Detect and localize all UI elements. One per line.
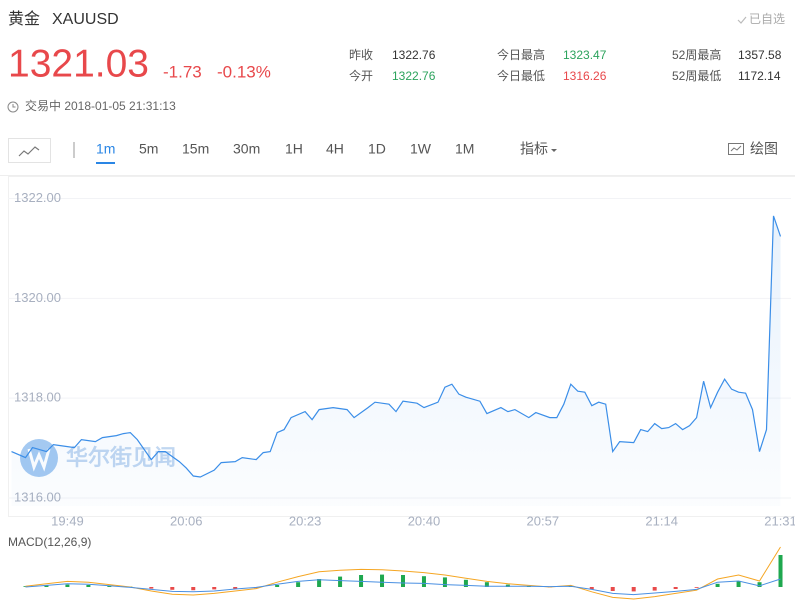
asset-name: 黄金: [8, 10, 40, 28]
check-icon: [737, 16, 747, 24]
macd-title: MACD(12,26,9): [8, 535, 91, 549]
draw-icon-line: [730, 145, 742, 152]
stat-label: 今开: [349, 68, 373, 83]
macd-bar: [65, 584, 70, 587]
y-tick-label: 1318.00: [14, 390, 61, 405]
macd-line: [25, 578, 781, 596]
interval-tab[interactable]: 5m: [139, 141, 158, 157]
stat-label: 52周最高: [672, 47, 721, 62]
macd-bar: [589, 587, 594, 590]
stat-label: 今日最低: [497, 68, 545, 83]
clock-hands: [12, 104, 16, 108]
watch-label[interactable]: 已自选: [749, 12, 785, 26]
price-line: [11, 215, 782, 478]
macd-bar: [86, 585, 91, 587]
macd-bar: [484, 582, 489, 587]
macd-bar: [380, 574, 385, 587]
y-tick-label: 1320.00: [14, 290, 61, 305]
macd-bar: [694, 587, 699, 588]
change-pct: -0.13%: [217, 62, 271, 81]
macd-bar: [736, 581, 741, 587]
macd-bar: [757, 582, 762, 587]
macd-bar: [421, 576, 426, 587]
stat-value: 1316.26: [563, 69, 607, 83]
macd-bar: [233, 587, 238, 589]
indicator-menu[interactable]: 指标: [520, 141, 548, 157]
macd-bar: [338, 576, 343, 587]
macd-bar: [296, 582, 301, 587]
x-tick-label: 21:31: [764, 513, 795, 528]
macd-bar: [107, 585, 112, 587]
stat-value: 1322.76: [392, 69, 436, 83]
interval-tab[interactable]: 1M: [455, 141, 474, 157]
macd-bar: [778, 555, 783, 587]
stat-label: 今日最高: [497, 47, 545, 62]
clock-icon: [7, 101, 19, 113]
macd-bar: [275, 585, 280, 587]
stat-label: 昨收: [349, 48, 373, 62]
interval-tab[interactable]: 1m: [96, 141, 115, 157]
stats: 昨收 1322.76 今开 1322.76 今日最高 1323.47 今日最低 1316.26…: [349, 47, 782, 83]
status-text: 交易中 2018-01-05 21:31:13: [25, 98, 176, 113]
interval-tab[interactable]: 30m: [233, 141, 260, 157]
x-tick-label: 20:40: [408, 513, 441, 528]
draw-button[interactable]: 绘图: [728, 141, 779, 157]
macd-bar: [149, 587, 154, 589]
x-tick-label: 21:14: [645, 513, 678, 528]
line-icon: [18, 146, 40, 157]
macd-bar: [652, 587, 657, 591]
macd-bar: [715, 583, 720, 587]
macd-bar: [610, 587, 615, 591]
y-tick-label: 1322.00: [14, 190, 61, 205]
stat-value: 1323.47: [563, 48, 607, 62]
active-underline: [96, 162, 115, 164]
interval-tab[interactable]: 1D: [368, 141, 386, 157]
status: 交易中 2018-01-05 21:31:13: [7, 98, 176, 113]
macd-bar: [442, 577, 447, 587]
x-tick-label: 20:57: [527, 513, 560, 528]
draw-label[interactable]: 绘图: [750, 141, 778, 157]
macd-bar: [191, 587, 196, 591]
chart-frame: [8, 176, 795, 517]
stat-value: 1357.58: [738, 48, 782, 62]
macd-bar: [212, 587, 217, 590]
macd-bar: [317, 579, 322, 587]
x-tick-label: 20:23: [289, 513, 322, 528]
price-area: [11, 215, 781, 506]
x-tick-label: 20:06: [170, 513, 203, 528]
macd-line: [25, 546, 781, 600]
interval-tab[interactable]: 4H: [326, 141, 344, 157]
change: -1.73: [163, 62, 202, 81]
macd-bar: [400, 575, 405, 587]
watch-button[interactable]: 已自选: [737, 12, 785, 26]
macd-bar: [170, 587, 175, 590]
x-tick-label: 19:49: [51, 513, 84, 528]
caret: [551, 149, 557, 152]
interval-tabs: 1m 5m 15m 30m 1H 4H 1D 1W 1M: [96, 141, 474, 164]
stat-value: 1322.76: [392, 48, 436, 62]
stat-value: 1172.14: [738, 69, 781, 83]
macd-bar: [631, 587, 636, 592]
interval-tab[interactable]: 1W: [410, 141, 432, 157]
asset-symbol: XAUUSD: [52, 11, 119, 28]
plot: 1316.001318.001320.001322.0019:4920:0620…: [8, 190, 795, 600]
interval-tab[interactable]: 1H: [285, 141, 303, 157]
macd-bar: [463, 579, 468, 587]
stat-label: 52周最低: [672, 69, 721, 83]
macd-bar: [44, 585, 49, 587]
chart-type-button[interactable]: [8, 138, 51, 163]
macd-bar: [673, 587, 678, 589]
draw-icon: [728, 143, 744, 155]
price: 1321.03: [8, 42, 149, 85]
interval-tab[interactable]: 15m: [182, 141, 209, 157]
